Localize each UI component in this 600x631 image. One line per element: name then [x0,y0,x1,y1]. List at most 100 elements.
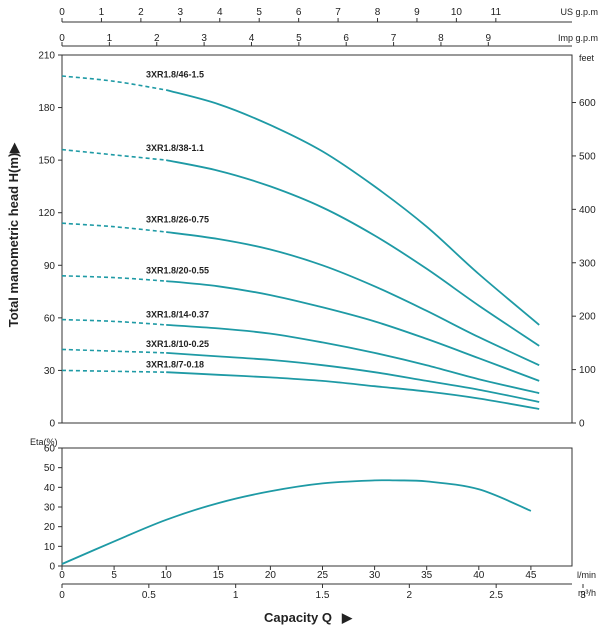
imp-gpm-tick-label: 5 [296,33,302,44]
feet-tick-label: 300 [579,258,596,269]
head-curve-dashed [61,369,167,373]
us-gpm-tick-label: 8 [375,7,381,18]
head-y-tick-label: 120 [38,208,55,219]
head-curve-label: 3XR1.8/20-0.55 [146,266,209,276]
head-y-tick-label: 60 [44,313,56,324]
eta-y-tick-label: 20 [44,522,56,533]
head-axis-title: Total manometric head H(m) [6,153,21,328]
head-curve-label: 3XR1.8/14-0.37 [146,309,209,319]
head-plot: 0 30 60 90 120 150 180 210 0 100 200 300 400 500 600 fe… [38,51,596,430]
m3h-axis: 00.511.522.533.5m³/h [59,583,596,601]
head-curve-label: 3XR1.8/46-1.5 [146,69,204,79]
m3h-tick-label: 3 [580,590,586,601]
head-y-tick-label: 0 [49,419,55,430]
lmin-tick-label: 0 [59,570,65,581]
capacity-axis-title: Capacity Q [264,610,332,625]
imp-gpm-tick-label: 1 [107,33,113,44]
head-curve-dashed [61,348,167,354]
eta-y-tick-label: 60 [44,444,56,455]
m3h-tick-label: 0 [59,590,65,601]
us-gpm-tick-label: 2 [138,7,144,18]
head-curve-dashed [61,275,167,282]
lmin-tick-label: 45 [525,570,537,581]
feet-unit: feet [579,53,595,63]
eta-y-tick-label: 40 [44,483,56,494]
imp-gpm-tick-label: 0 [59,33,65,44]
us-gpm-tick-label: 1 [99,7,105,18]
imp-gpm-tick-label: 6 [343,33,349,44]
head-curve-label: 3XR1.8/26-0.75 [146,215,209,225]
head-y-tick-label: 210 [38,51,55,62]
us-gpm-tick-label: 0 [59,7,65,18]
imp-gpm-tick-label: 8 [438,33,444,44]
efficiency-curve [61,479,532,565]
us-gpm-unit: US g.p.m [560,7,598,17]
m3h-tick-label: 1 [233,590,239,601]
head-curve [166,159,540,347]
head-axis-arrow: ▶ [6,142,21,154]
imp-gpm-tick-label: 9 [486,33,492,44]
head-curve-dashed [61,222,167,233]
eta-y-tick-label: 10 [44,542,56,553]
us-gpm-tick-label: 6 [296,7,302,18]
feet-tick-label: 600 [579,98,596,109]
eta-y-tick-label: 0 [49,562,55,573]
lmin-tick-label: 15 [213,570,225,581]
head-curve-label: 3XR1.8/7-0.18 [146,359,204,369]
us-gpm-tick-label: 9 [414,7,420,18]
head-curve [166,280,540,382]
eta-y-tick-label: 30 [44,503,56,514]
feet-tick-label: 0 [579,419,585,430]
eta-plot-frame [61,447,573,567]
m3h-tick-label: 0.5 [142,590,156,601]
head-y-tick-label: 150 [38,156,55,167]
imp-gpm-tick-label: 2 [154,33,160,44]
lmin-tick-label: 5 [111,570,117,581]
head-curve-dashed [61,75,167,91]
lmin-tick-label: 40 [473,570,485,581]
head-curve [166,231,540,367]
head-curve [166,324,540,395]
imp-gpm-tick-label: 3 [201,33,207,44]
feet-tick-label: 500 [579,151,596,162]
m3h-unit: m³/h [578,588,596,598]
us-gpm-tick-label: 11 [491,7,502,18]
m3h-tick-label: 1.5 [316,590,330,601]
lmin-tick-label: 10 [161,570,173,581]
m3h-tick-label: 2 [407,590,413,601]
us-gpm-tick-label: 10 [451,7,463,18]
head-plot-frame [61,54,573,424]
lmin-tick-label: 25 [317,570,329,581]
lmin-tick-label: 30 [369,570,381,581]
head-curve [166,352,540,403]
imp-gpm-tick-label: 7 [391,33,397,44]
us-gpm-tick-label: 7 [335,7,341,18]
us-gpm-tick-label: 4 [217,7,223,18]
imp-gpm-tick-label: 4 [249,33,255,44]
capacity-axis-arrow: ▶ [341,610,353,625]
head-curve [165,89,540,326]
head-y-tick-label: 30 [44,366,56,377]
head-curve-dashed [61,318,167,326]
feet-tick-label: 200 [579,312,596,323]
lmin-tick-label: 35 [421,570,433,581]
head-y-tick-label: 180 [38,103,55,114]
feet-tick-label: 400 [579,205,596,216]
lmin-unit: l/min [577,570,596,580]
imp-gpm-unit: Imp g.p.m [558,33,598,43]
head-y-tick-label: 90 [44,261,56,272]
feet-tick-label: 100 [579,365,596,376]
head-curve-label: 3XR1.8/10-0.25 [146,339,209,349]
top-flow-axes: 0 1 2 3 4 5 6 7 8 9 10 11 US g.p.m 0 1 2 3 4 5 6 7 8 9 Imp g.p.… [59,7,598,47]
us-gpm-tick-label: 3 [178,7,184,18]
eta-y-title: Eta(%) [30,437,58,447]
lmin-tick-label: 20 [265,570,277,581]
head-curve [166,371,540,410]
m3h-tick-label: 2.5 [489,590,503,601]
eta-y-tick-label: 50 [44,463,56,474]
head-curve-dashed [61,148,167,161]
us-gpm-tick-label: 5 [256,7,262,18]
head-curve-label: 3XR1.8/38-1.1 [146,143,204,153]
